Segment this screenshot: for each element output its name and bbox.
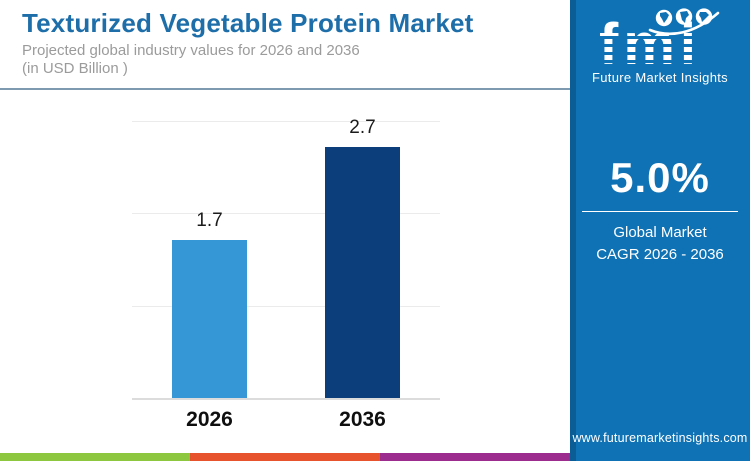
gridline-value-3	[132, 121, 440, 122]
bar-group-2036: 2.7 2036	[325, 117, 400, 431]
bar-value-label-2026: 1.7	[196, 210, 223, 231]
x-axis-label-2036: 2036	[339, 408, 386, 431]
website-url: www.futuremarketinsights.com	[572, 431, 748, 445]
bar-group-2026: 1.7 2026	[172, 121, 247, 431]
cagr-block: 5.0% Global Market CAGR 2026 - 2036	[570, 155, 750, 266]
header: Texturized Vegetable Protein Market Proj…	[0, 0, 570, 90]
bar-2026	[172, 240, 247, 398]
page-subtitle: Projected global industry values for 202…	[22, 42, 570, 78]
globe-europe-africa-icon	[675, 8, 693, 25]
globe-americas-icon	[655, 9, 673, 27]
cagr-label-line-2: CAGR 2026 - 2036	[596, 246, 724, 263]
cagr-value: 5.0%	[610, 154, 710, 201]
footer-color-stripe	[0, 453, 570, 461]
brand-sidebar: fmi	[570, 0, 750, 461]
bar-2036	[325, 147, 400, 398]
page-title: Texturized Vegetable Protein Market	[22, 8, 474, 38]
globe-asia-icon	[695, 8, 713, 25]
fmi-logo-tagline: Future Market Insights	[592, 70, 728, 85]
fmi-logo-icon: fmi	[598, 8, 722, 68]
cagr-label: Global Market CAGR 2026 - 2036	[570, 222, 750, 266]
cagr-divider	[582, 211, 738, 212]
sidebar-left-edge	[570, 0, 576, 461]
subtitle-line-2: (in USD Billion )	[22, 60, 128, 77]
bar-chart-plot-area: 1.7 2026 2.7 2036	[132, 117, 440, 431]
subtitle-line-1: Projected global industry values for 202…	[22, 42, 360, 59]
gridline-value-1	[132, 305, 440, 307]
fmi-logo: fmi	[570, 8, 750, 85]
stripe-purple	[380, 453, 570, 461]
x-axis-label-2026: 2026	[186, 408, 233, 431]
bar-value-label-2036: 2.7	[349, 117, 376, 138]
stripe-green	[0, 453, 190, 461]
gridline-value-2	[132, 213, 440, 215]
cagr-label-line-1: Global Market	[613, 224, 707, 241]
stripe-orange	[190, 453, 380, 461]
